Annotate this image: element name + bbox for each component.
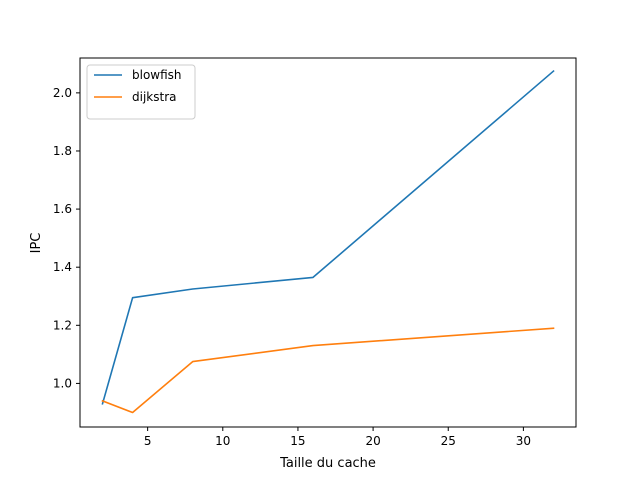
x-tick-label: 5 — [144, 434, 152, 448]
legend: blowfish dijkstra — [86, 64, 196, 120]
y-tick-label: 1.4 — [53, 260, 72, 274]
x-axis-ticks: 5 10 15 20 25 30 — [144, 427, 531, 448]
y-tick-label: 1.6 — [53, 202, 72, 216]
x-tick-label: 30 — [516, 434, 531, 448]
y-tick-label: 1.2 — [53, 318, 72, 332]
legend-box — [86, 64, 196, 120]
x-tick-label: 25 — [441, 434, 456, 448]
x-tick-label: 20 — [365, 434, 380, 448]
y-tick-label: 1.8 — [53, 144, 72, 158]
y-tick-label: 2.0 — [53, 86, 72, 100]
x-axis-label: Taille du cache — [279, 456, 376, 471]
y-tick-label: 1.0 — [53, 376, 72, 390]
y-axis-label: IPC — [29, 233, 44, 254]
plot-frame — [79, 57, 577, 428]
series-line-blowfish — [101, 69, 555, 405]
x-tick-label: 10 — [215, 434, 230, 448]
x-tick-label: 15 — [290, 434, 305, 448]
y-axis-ticks: 1.0 1.2 1.4 1.6 1.8 2.0 — [53, 86, 80, 390]
legend-label-blowfish: blowfish — [132, 68, 182, 82]
legend-label-dijkstra: dijkstra — [132, 90, 176, 104]
series-line-dijkstra — [101, 327, 555, 414]
series-layer — [101, 69, 555, 414]
